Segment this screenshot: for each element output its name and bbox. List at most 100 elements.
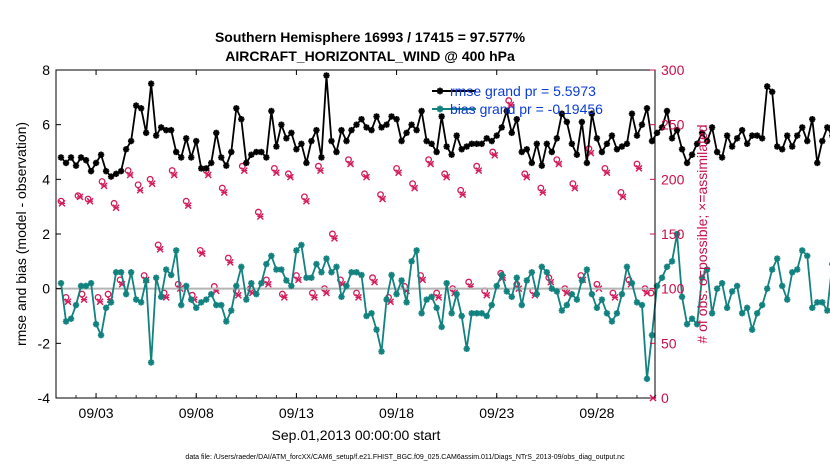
series-point-rmse xyxy=(623,140,631,147)
y-right-axis-ticks: 0 50 100 150 200 250 300 xyxy=(650,62,685,406)
series-point-rmse xyxy=(438,113,445,120)
series-point-bias xyxy=(318,269,325,276)
series-point-bias xyxy=(97,331,105,339)
series-point-rmse xyxy=(608,132,616,139)
series-point-bias xyxy=(613,310,621,317)
series-point-rmse xyxy=(548,148,556,156)
series-point-bias xyxy=(588,290,596,298)
legend: rmse grand pr = 5.5973 bias grand pr = -… xyxy=(432,83,603,117)
series-point-bias xyxy=(658,274,666,281)
y-left-tick-label: 0 xyxy=(42,281,50,297)
series-point-bias xyxy=(598,296,606,303)
series-point-rmse xyxy=(568,140,576,147)
series-point-bias xyxy=(478,310,485,317)
series-point-rmse xyxy=(443,143,450,150)
obs-assimilated-marker xyxy=(435,293,443,301)
series-point-rmse xyxy=(448,151,455,158)
series-point-rmse xyxy=(338,126,345,134)
series-point-bias xyxy=(779,282,786,290)
series-point-bias xyxy=(363,312,370,320)
y-right-tick-label: 300 xyxy=(661,62,685,78)
obs-assimilated-marker xyxy=(280,293,288,301)
series-point-rmse xyxy=(298,140,305,147)
series-point-rmse xyxy=(478,140,485,147)
series-point-rmse xyxy=(578,118,586,126)
obs-assimilated-marker xyxy=(264,280,272,288)
x-tick-label: 09/08 xyxy=(179,405,214,421)
obs-assimilated-marker xyxy=(148,180,156,188)
obs-assimilated-marker xyxy=(395,169,403,177)
series-point-bias xyxy=(763,285,771,292)
series-point-rmse xyxy=(243,159,250,167)
series-point-rmse xyxy=(178,154,185,161)
series-point-bias xyxy=(283,277,290,284)
y-right-tick-label: 50 xyxy=(661,335,677,351)
series-point-rmse xyxy=(678,146,686,153)
series-point-bias xyxy=(448,310,455,317)
series-point-rmse xyxy=(167,126,175,134)
series-point-rmse xyxy=(718,154,726,161)
series-point-rmse xyxy=(328,137,335,145)
obs-assimilated-marker xyxy=(443,173,451,181)
series-point-rmse xyxy=(62,159,70,167)
series-point-rmse xyxy=(193,137,200,145)
series-point-rmse xyxy=(283,135,290,142)
series-point-rmse xyxy=(553,135,561,142)
series-point-rmse xyxy=(753,132,761,139)
series-point-bias xyxy=(673,230,681,238)
series-point-rmse xyxy=(588,110,596,117)
series-point-bias xyxy=(228,307,235,314)
series-point-bias xyxy=(72,301,80,309)
y-left-axis-ticks: -4 -2 0 2 4 6 8 xyxy=(38,62,61,406)
series-point-rmse xyxy=(673,126,681,134)
series-point-bias xyxy=(208,290,215,298)
series-point-bias xyxy=(353,269,360,276)
series-point-rmse xyxy=(263,154,270,161)
series-point-rmse xyxy=(137,105,145,112)
series-point-rmse xyxy=(378,124,385,131)
series-point-bias xyxy=(127,269,135,276)
series-point-rmse xyxy=(768,88,776,96)
y-right-tick-label: 250 xyxy=(661,117,685,133)
series-point-bias xyxy=(67,315,75,322)
series-point-bias xyxy=(378,348,385,355)
series-point-rmse xyxy=(343,137,350,145)
series-point-rmse xyxy=(368,126,375,134)
series-point-rmse xyxy=(799,124,806,131)
series-point-rmse xyxy=(188,154,195,161)
series-point-bias xyxy=(248,280,255,287)
series-point-bias xyxy=(142,277,150,284)
series-point-rmse xyxy=(789,143,796,150)
series-point-bias xyxy=(643,375,651,383)
series-point-bias xyxy=(413,247,420,254)
series-point-rmse xyxy=(543,140,551,147)
series-point-bias xyxy=(343,282,350,290)
series-point-bias xyxy=(743,304,751,311)
series-point-rmse xyxy=(713,148,721,156)
series-point-bias xyxy=(799,247,806,254)
series-point-bias xyxy=(804,252,811,260)
obs-assimilated-marker xyxy=(58,199,66,207)
obs-assimilated-marker xyxy=(643,289,651,297)
series-point-rmse xyxy=(763,83,771,90)
obs-assimilated-marker xyxy=(507,101,515,109)
series-point-bias xyxy=(503,288,510,295)
series-point-rmse xyxy=(308,137,315,145)
obs-assimilated-marker xyxy=(355,293,362,301)
legend-bias-label: bias grand pr = -0.19456 xyxy=(450,101,603,117)
legend-bias-marker xyxy=(436,105,444,113)
series-point-rmse xyxy=(363,124,370,131)
series-point-rmse xyxy=(723,132,731,139)
series-point-rmse xyxy=(508,129,515,137)
series-point-bias xyxy=(188,296,195,303)
series-point-rmse xyxy=(648,137,656,145)
series-point-rmse xyxy=(493,132,500,139)
series-point-bias xyxy=(698,274,706,281)
obs-assimilated-marker xyxy=(256,213,264,221)
obs-assimilated-marker xyxy=(198,250,206,258)
series-point-rmse xyxy=(77,154,85,161)
obs-assimilated-marker xyxy=(112,204,120,212)
series-point-bias xyxy=(263,260,270,268)
series-point-bias xyxy=(568,290,576,298)
